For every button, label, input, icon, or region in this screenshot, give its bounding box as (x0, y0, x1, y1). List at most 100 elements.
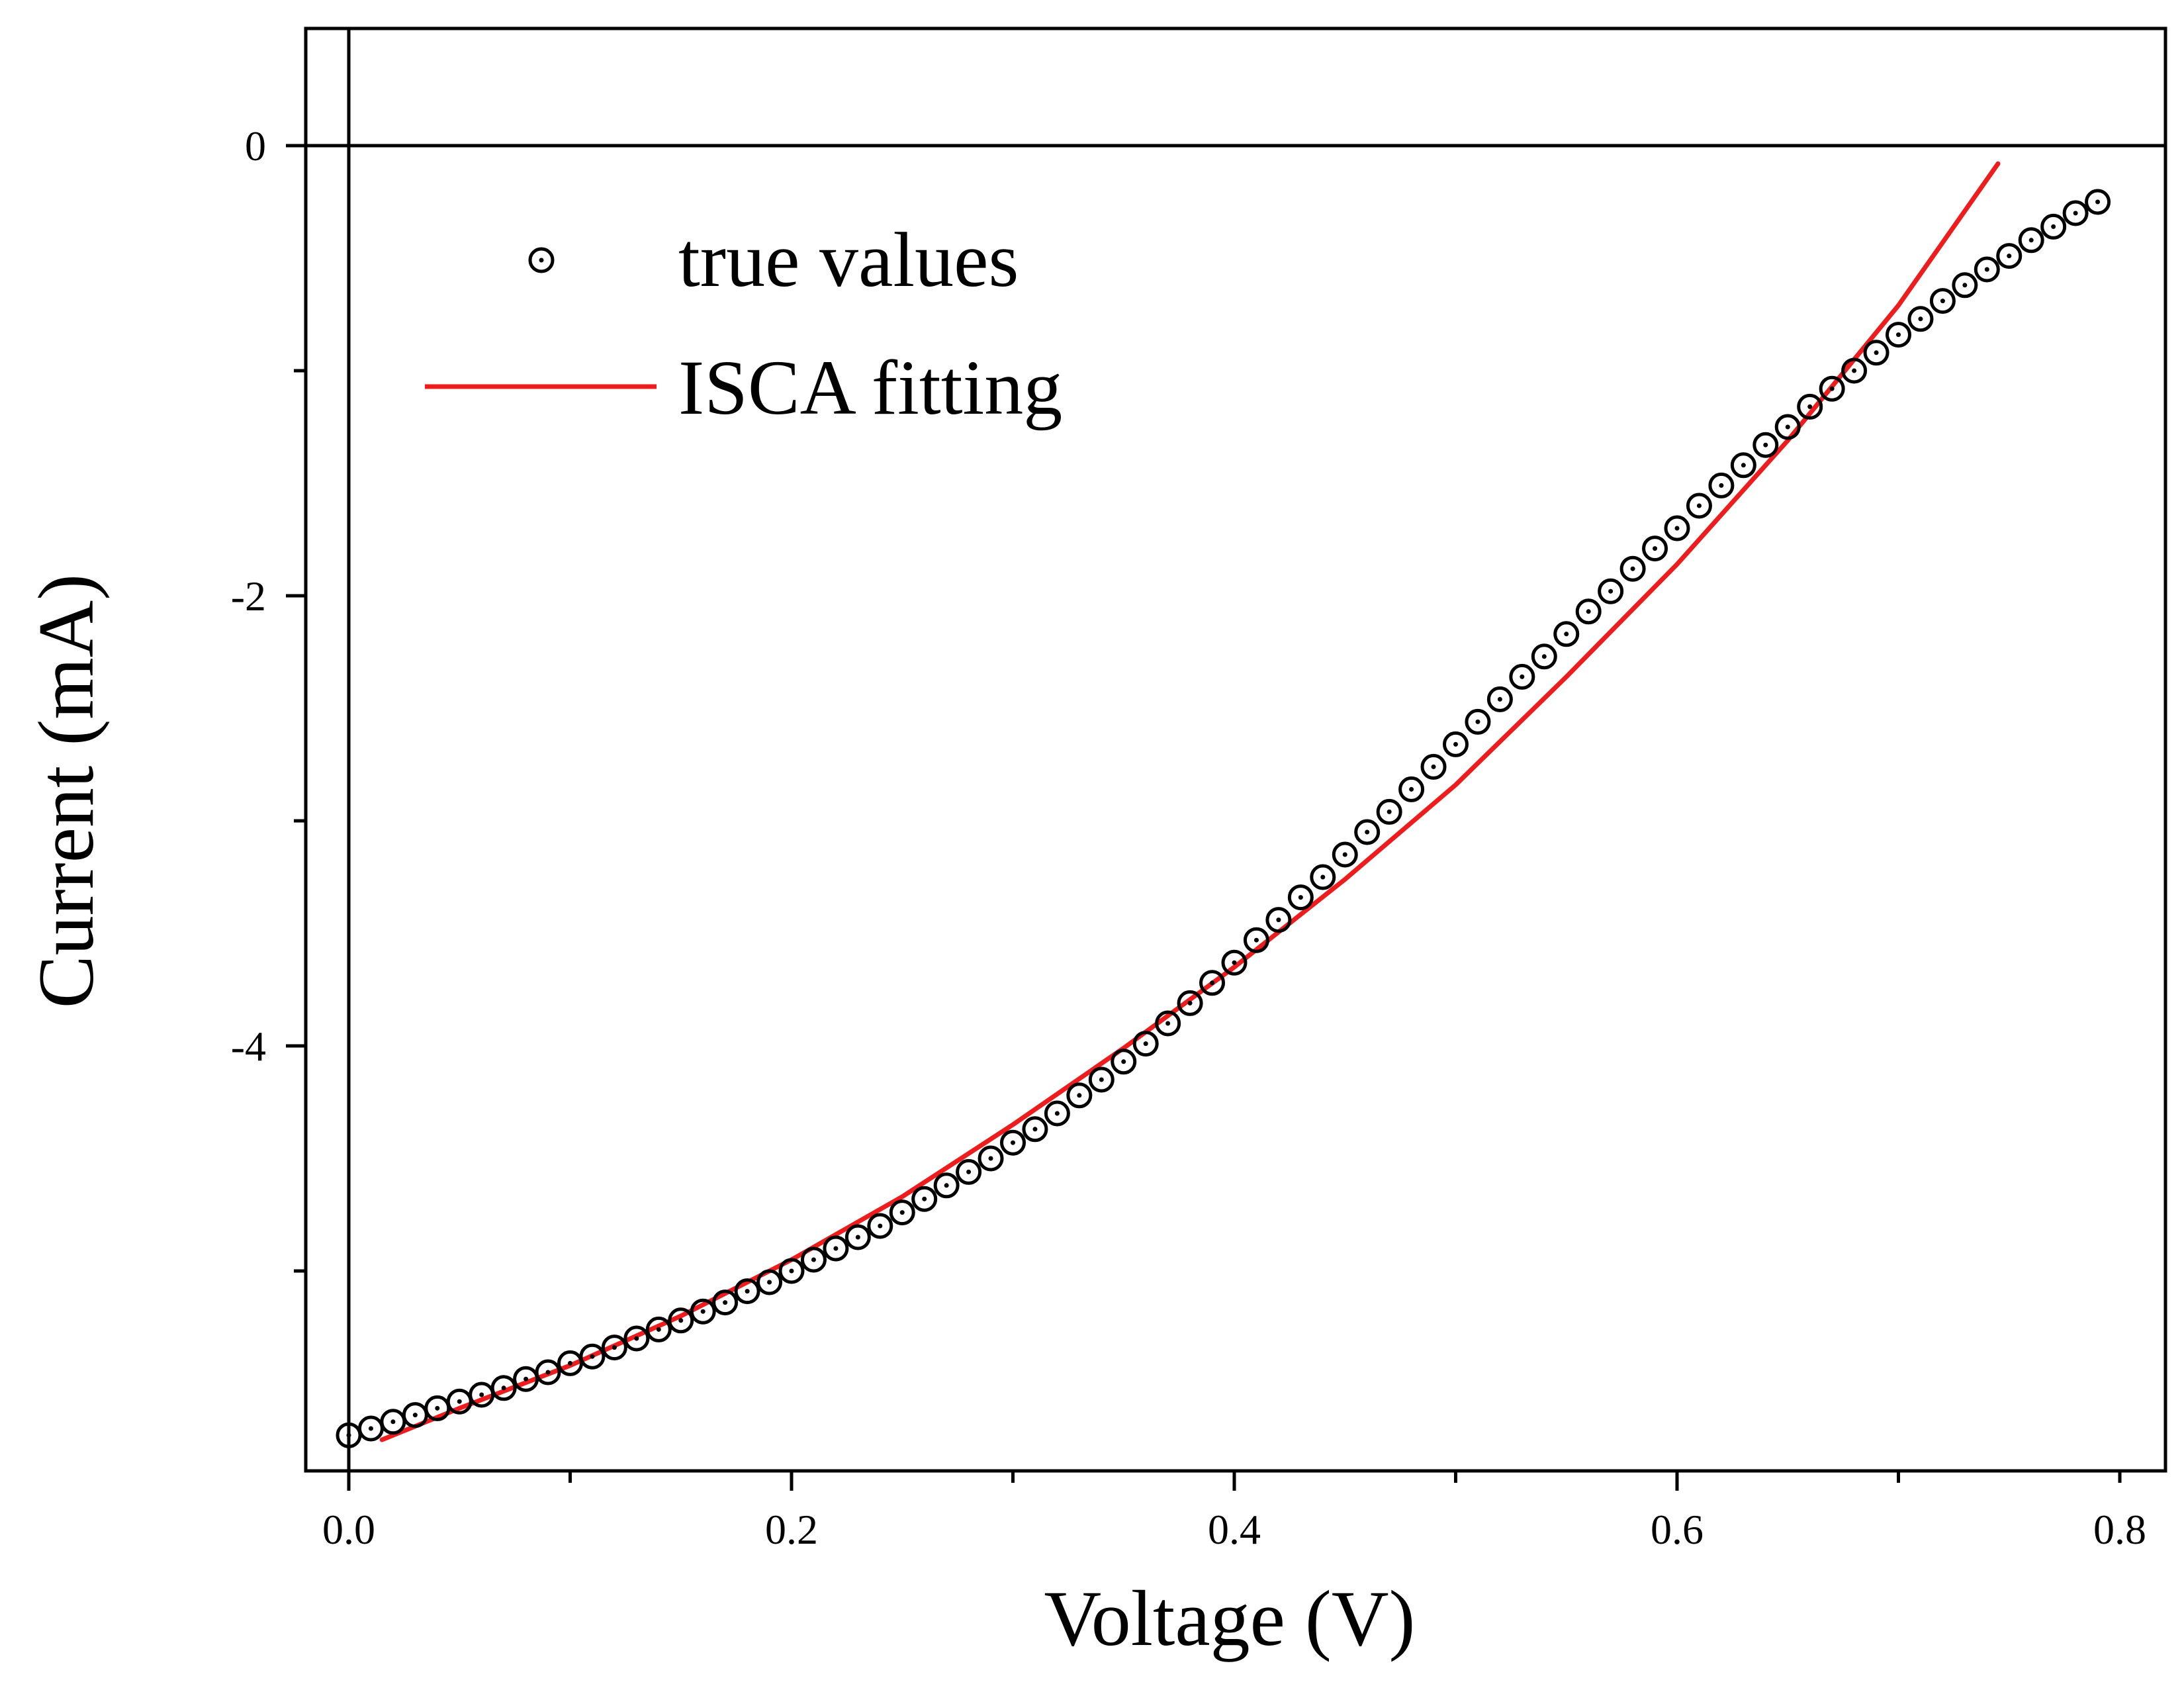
data-point-marker (978, 1145, 1004, 1172)
x-tick-label: 0.0 (322, 1506, 375, 1553)
data-point-center (1143, 1041, 1148, 1047)
data-point-center (1253, 937, 1259, 943)
axes: 0.0 0.2 0.4 0.6 0.8 0 -2 -4 (231, 26, 2167, 1553)
data-point (1243, 927, 1269, 953)
data-point-center (1365, 829, 1370, 835)
data-point-marker (1000, 1129, 1026, 1156)
data-point (956, 1158, 982, 1185)
data-point-center (1829, 386, 1835, 391)
data-point (1420, 753, 1447, 780)
data-point (911, 1186, 938, 1212)
data-point-marker (623, 1325, 650, 1352)
data-point-marker (1022, 1116, 1048, 1143)
data-point (1929, 288, 1956, 314)
data-point-center (1719, 483, 1724, 488)
data-point-center (811, 1257, 816, 1262)
x-tick-label: 0.2 (765, 1506, 818, 1553)
data-point (1575, 598, 1602, 625)
y-tick-label: 0 (245, 122, 266, 169)
data-point-marker (1287, 884, 1314, 911)
data-point (1907, 306, 1934, 332)
data-point-marker (1420, 753, 1447, 780)
data-point-center (1054, 1111, 1060, 1116)
data-point (490, 1375, 517, 1401)
plot-frame (304, 26, 2167, 1473)
data-point-marker (2018, 227, 2044, 254)
data-point (1952, 272, 1978, 299)
data-point (601, 1335, 627, 1361)
data-point (1398, 776, 1425, 802)
data-point-center (590, 1354, 595, 1359)
data-point (1730, 452, 1756, 479)
y-axis-title: Current (mA) (22, 574, 110, 1008)
data-point-center (1564, 632, 1569, 637)
data-point-marker (1376, 798, 1402, 825)
data-point (1752, 432, 1779, 458)
plot-area (306, 28, 2165, 1471)
data-point (1332, 841, 1358, 868)
data-point-center (899, 1210, 905, 1215)
legend-item-true-values: true values (528, 216, 1019, 303)
data-point (1310, 864, 1336, 890)
data-point-center (1653, 546, 1658, 551)
data-point (690, 1298, 716, 1325)
data-point-center (634, 1336, 639, 1341)
data-point-marker (2062, 200, 2089, 226)
data-point (1044, 1100, 1070, 1127)
data-point-marker (1088, 1066, 1115, 1093)
data-point-center (1630, 566, 1635, 571)
data-point-center (878, 1223, 883, 1229)
data-point (402, 1402, 428, 1429)
data-point-center (1586, 609, 1591, 614)
data-point (889, 1199, 915, 1226)
data-point-center (1940, 299, 1945, 304)
data-point (1974, 256, 2000, 283)
data-point-marker (1752, 432, 1779, 458)
data-point (1774, 414, 1801, 440)
data-point-marker (823, 1235, 849, 1262)
legend: true values ISCA fitting (425, 216, 1062, 431)
data-point-marker (535, 1359, 561, 1385)
legend-item-isca-fitting: ISCA fitting (425, 344, 1062, 431)
data-point (2085, 189, 2111, 215)
series-line-isca-fitting (379, 161, 2001, 1442)
data-point (1376, 798, 1402, 825)
data-point (1642, 536, 1668, 562)
data-point (1598, 578, 1624, 604)
data-point (933, 1172, 960, 1199)
data-point-marker (889, 1199, 915, 1226)
data-point-marker (867, 1213, 893, 1239)
data-point-marker (1841, 357, 1868, 384)
data-point (978, 1145, 1004, 1172)
data-point-center (1453, 741, 1458, 747)
data-point-center (1099, 1077, 1104, 1082)
data-point-center (1962, 283, 1968, 288)
data-point-center (457, 1399, 462, 1404)
data-point (1155, 1010, 1181, 1037)
data-point-center (1984, 267, 1989, 272)
data-point-center (1121, 1059, 1126, 1064)
data-point-marker (1553, 621, 1580, 647)
data-point (380, 1409, 406, 1435)
legend-marker-center (539, 258, 544, 263)
data-point (756, 1269, 783, 1295)
data-point-center (1520, 674, 1525, 679)
data-point-center (1342, 852, 1347, 857)
data-point-marker (668, 1307, 694, 1334)
data-point-center (523, 1376, 529, 1382)
data-point (1863, 340, 1889, 366)
data-point (844, 1224, 871, 1250)
data-point (1221, 949, 1248, 976)
data-point-marker (956, 1158, 982, 1185)
data-point-marker (1243, 927, 1269, 953)
data-point-center (2051, 224, 2056, 229)
data-point-marker (1265, 907, 1292, 933)
data-point (712, 1289, 739, 1316)
data-point-center (1874, 350, 1879, 355)
data-point (2062, 200, 2089, 226)
data-point-center (1807, 404, 1813, 409)
data-point-center (700, 1309, 705, 1314)
legend-marker-circle (528, 247, 555, 273)
data-point-center (1785, 424, 1790, 430)
data-point-center (1696, 503, 1702, 508)
